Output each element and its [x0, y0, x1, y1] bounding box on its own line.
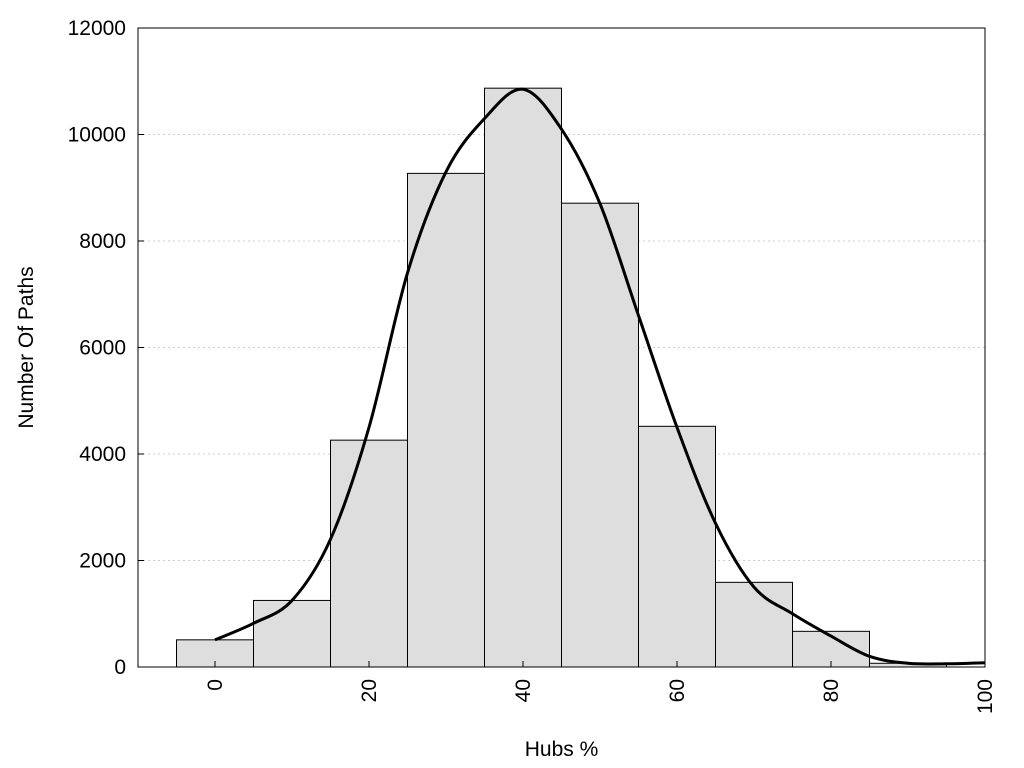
y-tick-label: 10000: [68, 124, 126, 147]
x-tick-label: 100: [974, 679, 997, 714]
y-axis-label: Number Of Paths: [15, 266, 38, 428]
y-tick-label: 0: [114, 656, 126, 679]
bars: [176, 87, 947, 668]
grid-lines: [138, 134, 985, 561]
x-tick-label: 40: [512, 679, 535, 702]
histogram-bar: [638, 425, 716, 668]
y-tick-label: 12000: [68, 17, 126, 40]
histogram-bar: [715, 581, 793, 668]
histogram-bar: [253, 599, 331, 668]
histogram-bar: [484, 87, 562, 668]
y-tick-label: 2000: [79, 550, 126, 573]
histogram-bar: [407, 172, 485, 668]
y-tick-label: 6000: [79, 337, 126, 360]
density-curve: [214, 87, 986, 666]
y-tick-label: 8000: [79, 230, 126, 253]
histogram-bar: [330, 439, 408, 668]
x-axis-ticks: 0 20 40 60 80 100: [204, 661, 997, 714]
x-tick-label: 0: [204, 679, 227, 691]
x-tick-label: 60: [666, 679, 689, 702]
y-tick-label: 4000: [79, 443, 126, 466]
x-tick-label: 20: [358, 679, 381, 702]
x-axis-label: Hubs %: [525, 738, 599, 761]
y-axis-ticks: 0 2000 4000 6000 8000 10000 12000: [68, 17, 144, 679]
x-tick-label: 80: [820, 679, 843, 702]
histogram-bar: [561, 202, 639, 668]
